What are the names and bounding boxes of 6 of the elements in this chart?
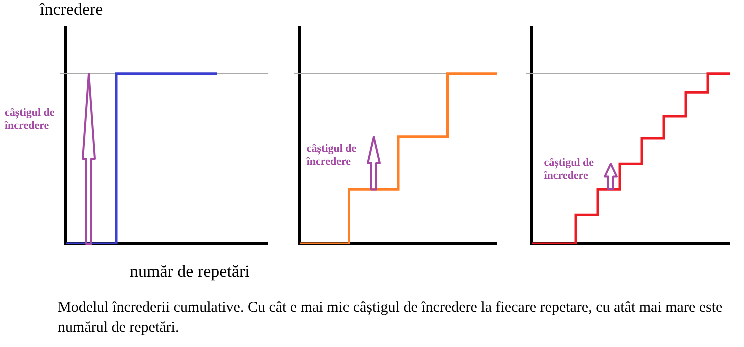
y-axis-title: încredere bbox=[40, 0, 104, 20]
text: Modelul încrederii cumulative. Cu cât e mai mic câștigul de încredere la fiecare repetare, cu atât mai mare este numărul de repetări. bbox=[58, 299, 723, 338]
text: câștigul de încredere bbox=[5, 106, 56, 133]
x-axis-title: număr de repetări bbox=[130, 262, 250, 282]
annotation: câștigul de încredere bbox=[306, 143, 358, 170]
annotation: câștigul de încredere bbox=[544, 156, 595, 183]
